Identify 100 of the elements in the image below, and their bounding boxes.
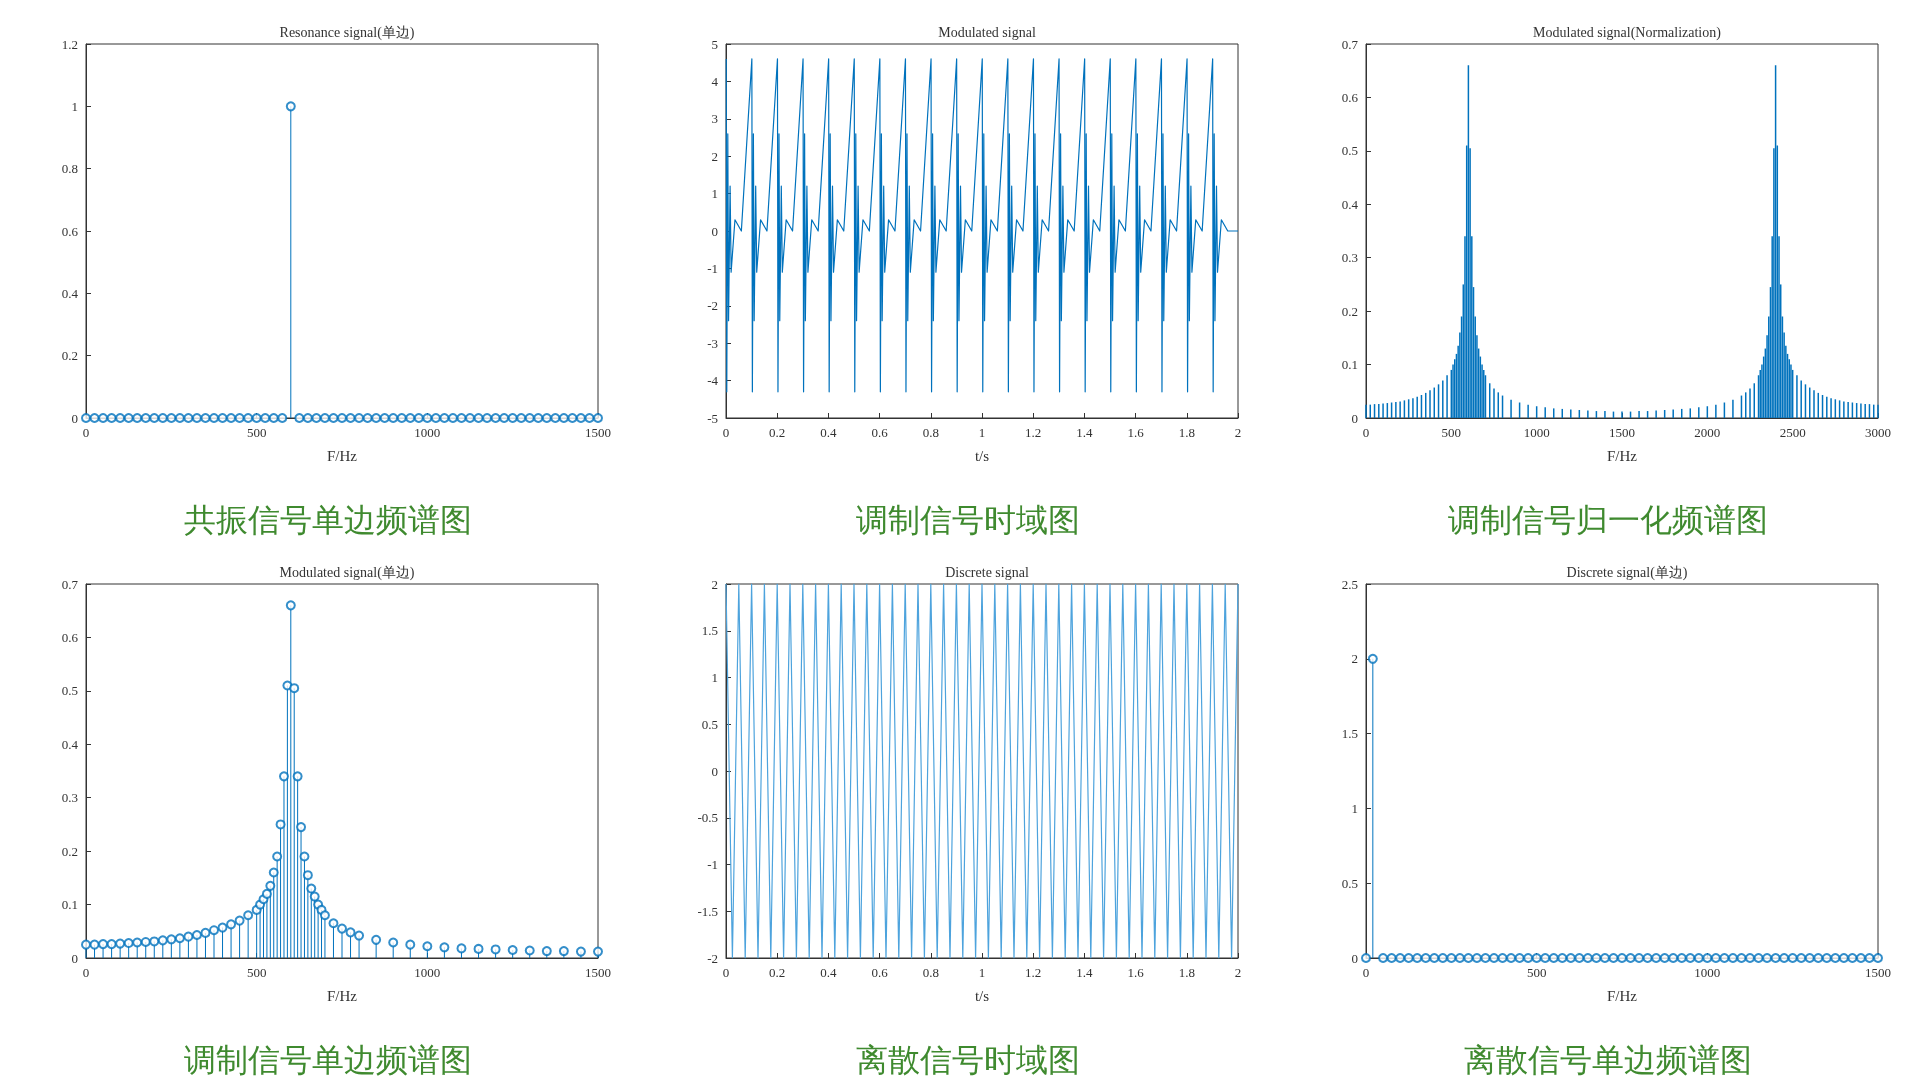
- x-tick-label: 1500: [1609, 425, 1635, 440]
- y-tick-label: 0.4: [1341, 196, 1359, 212]
- chart-title: Discrete signal: [945, 564, 1029, 580]
- y-tick-label: 1.5: [701, 623, 718, 639]
- x-tick-label: 0.8: [922, 965, 939, 980]
- y-tick-label: 0.3: [1341, 250, 1358, 266]
- x-tick-label: 0: [1362, 425, 1370, 440]
- x-tick-label: 1500: [1865, 965, 1891, 980]
- x-tick-label: 1.2: [1025, 425, 1042, 440]
- x-tick-label: 500: [1441, 425, 1462, 440]
- text: 调制信号归一化频谱图: [1448, 501, 1768, 539]
- x-tick-label: 0: [722, 965, 730, 980]
- y-tick-label: 4: [711, 73, 719, 89]
- x-tick-label: 1.8: [1178, 425, 1195, 440]
- x-tick-label: 2000: [1694, 425, 1721, 440]
- x-tick-label: 0.8: [922, 425, 939, 440]
- y-tick-label: -5: [707, 410, 718, 426]
- x-tick-label: 1000: [1523, 425, 1550, 440]
- y-tick-label: 0.5: [1341, 143, 1358, 159]
- y-tick-label: 0.5: [61, 683, 78, 699]
- x-axis-title: F/Hz: [1607, 447, 1638, 464]
- y-tick-label: 0.2: [61, 348, 78, 364]
- y-tick-label: 0: [711, 763, 718, 779]
- x-axis-title: F/Hz: [1607, 987, 1638, 1004]
- y-tick-label: 0.2: [1341, 303, 1358, 319]
- y-tick-label: 0.5: [701, 716, 718, 732]
- x-tick-label: 1.4: [1076, 425, 1094, 440]
- y-tick-label: 0: [1351, 410, 1358, 426]
- y-tick-label: 2: [1351, 651, 1358, 667]
- y-tick-label: 1: [711, 670, 718, 685]
- y-tick-label: 2.5: [1341, 576, 1358, 592]
- x-tick-label: 1000: [414, 425, 441, 440]
- text: 离散信号时域图: [856, 1041, 1080, 1079]
- y-tick-label: 2: [711, 148, 718, 164]
- x-tick-label: 0.6: [871, 425, 889, 440]
- y-tick-label: -1.5: [697, 903, 718, 919]
- x-tick-label: 0: [82, 965, 90, 980]
- x-tick-label: 0.2: [769, 965, 786, 980]
- x-tick-label: 2: [1234, 965, 1242, 980]
- x-tick-label: 0.4: [820, 425, 838, 440]
- y-tick-label: -3: [707, 335, 718, 351]
- y-tick-label: -1: [707, 260, 718, 276]
- y-tick-label: 0.1: [61, 897, 78, 913]
- y-tick-label: -2: [707, 298, 718, 314]
- y-tick-label: 0: [71, 950, 78, 966]
- y-tick-label: 1: [711, 186, 718, 202]
- x-tick-label: 1.4: [1076, 965, 1094, 980]
- x-tick-label: 1: [978, 425, 986, 440]
- x-tick-label: 500: [246, 965, 267, 980]
- y-tick-label: 0.6: [1341, 89, 1359, 105]
- x-axis-title: F/Hz: [327, 987, 358, 1004]
- y-tick-label: -0.5: [697, 810, 718, 826]
- y-tick-label: 0.2: [61, 843, 78, 859]
- y-tick-label: 1: [71, 98, 78, 114]
- x-axis-title: F/Hz: [327, 447, 358, 464]
- text: 离散信号单边频谱图: [1464, 1041, 1752, 1079]
- chart-title: Modulated signal: [938, 24, 1036, 40]
- x-tick-label: 1.6: [1127, 425, 1145, 440]
- x-tick-label: 1: [978, 965, 986, 980]
- y-tick-label: 0: [711, 223, 718, 239]
- x-tick-label: 1500: [585, 425, 611, 440]
- x-tick-label: 3000: [1865, 425, 1891, 440]
- x-tick-label: 1000: [1694, 965, 1721, 980]
- x-tick-label: 0: [722, 425, 730, 440]
- y-tick-label: 0.3: [61, 790, 78, 806]
- x-axis-title: t/s: [974, 447, 990, 464]
- y-tick-label: -2: [707, 950, 718, 966]
- y-tick-label: 0.5: [1341, 875, 1358, 891]
- x-tick-label: 2500: [1779, 425, 1806, 440]
- x-tick-label: 0.6: [871, 965, 889, 980]
- y-tick-label: 0.4: [61, 736, 79, 752]
- text: 调制信号时域图: [856, 501, 1080, 539]
- x-tick-label: 0: [82, 425, 90, 440]
- x-tick-label: 1000: [414, 965, 441, 980]
- y-tick-label: 0: [71, 410, 78, 426]
- chart-title: Resonance signal(单边): [279, 24, 415, 41]
- y-tick-label: 0.6: [61, 629, 79, 645]
- y-tick-label: -4: [707, 373, 719, 389]
- y-tick-label: 1.2: [61, 36, 78, 52]
- x-tick-label: 1500: [585, 965, 611, 980]
- x-tick-label: 2: [1234, 425, 1242, 440]
- chart-title: Modulated signal(单边): [279, 564, 415, 581]
- y-tick-label: 0.1: [1341, 357, 1358, 373]
- text: 共振信号单边频谱图: [184, 501, 472, 539]
- x-axis-title: t/s: [974, 987, 990, 1004]
- x-tick-label: 1.2: [1025, 965, 1042, 980]
- y-tick-label: 1: [1351, 800, 1358, 816]
- chart-title: Modulated signal(Normalization): [1533, 24, 1722, 41]
- x-tick-label: 1.6: [1127, 965, 1145, 980]
- x-tick-label: 0: [1362, 965, 1370, 980]
- x-tick-label: 500: [1526, 965, 1547, 980]
- y-tick-label: 0: [1351, 950, 1358, 966]
- y-tick-label: -1: [707, 857, 718, 872]
- y-tick-label: 0.4: [61, 285, 79, 301]
- x-tick-label: 0.4: [820, 965, 838, 980]
- chart-title: Discrete signal(单边): [1566, 564, 1688, 581]
- text: 调制信号单边频谱图: [184, 1041, 472, 1079]
- y-tick-label: 0.8: [61, 161, 78, 177]
- y-tick-label: 0.7: [61, 576, 79, 592]
- y-tick-label: 3: [711, 111, 718, 127]
